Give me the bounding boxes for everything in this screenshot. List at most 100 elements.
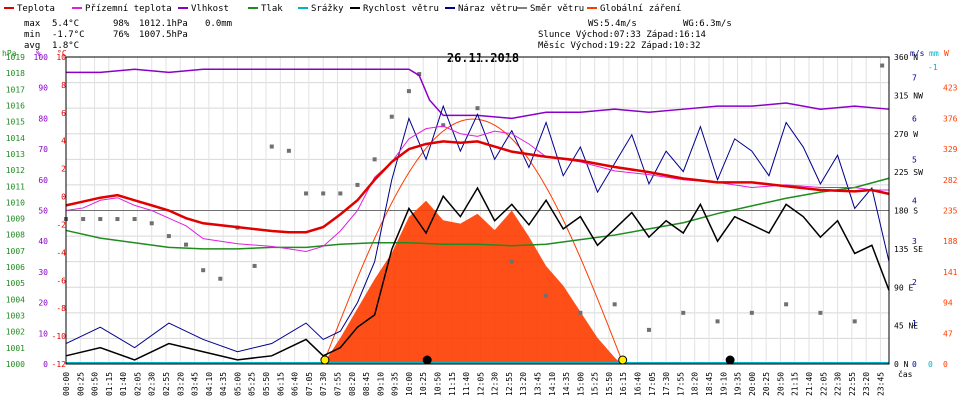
tick-dir: 315 NW	[894, 91, 923, 100]
tick-x: 09:35	[391, 372, 400, 396]
tick-x: 12:55	[505, 372, 514, 396]
legend: Teplota Přízemní teplota Vlhkost Tlak Srážky…	[4, 4, 681, 14]
tick-w: 235	[943, 207, 958, 216]
axis-unit-w: W	[944, 49, 949, 58]
tick-w: 188	[943, 237, 958, 246]
tick-x: 17:55	[676, 372, 685, 396]
tick-x: 02:55	[162, 372, 171, 396]
tick-w: 329	[943, 145, 958, 154]
tick-hpa: 1006	[6, 263, 25, 272]
tick-ms: 2	[912, 278, 917, 287]
tick-percent: 90	[38, 84, 48, 93]
wind-dir-point	[406, 89, 411, 94]
tick-x: 08:45	[362, 372, 371, 396]
series-pressure	[65, 177, 890, 250]
tick-hpa: 1007	[6, 247, 25, 256]
tick-hpa: 1000	[6, 360, 25, 369]
tick-ms: 5	[912, 155, 917, 164]
tick-w: 282	[943, 176, 958, 185]
stats-avg-temp: 1.8°C	[52, 41, 79, 51]
wind-dir-point	[269, 144, 274, 149]
tick-x: 07:30	[319, 372, 328, 396]
legend-item: Rychlost větru	[363, 4, 439, 14]
legend-item: Tlak	[261, 4, 283, 14]
sun-moon-markers	[320, 355, 735, 365]
tick-hpa: 1010	[6, 198, 25, 207]
stats-avg-label: avg	[24, 41, 40, 51]
tick-hpa: 1011	[6, 182, 25, 191]
tick-x: 01:40	[119, 372, 128, 396]
wind-dir-point	[201, 268, 206, 273]
tick-hpa: 1004	[6, 295, 25, 304]
tick-x: 15:50	[605, 372, 614, 396]
tick-ms: 3	[912, 237, 917, 246]
tick-x: 05:25	[248, 372, 257, 396]
moonrise-marker	[725, 355, 735, 365]
wind-dir-point	[417, 72, 422, 77]
legend-item: Náraz větru	[458, 4, 518, 14]
tick-x: 22:30	[834, 372, 843, 396]
legend-item: Vlhkost	[191, 4, 229, 14]
wind-dir-point	[218, 276, 223, 281]
tick-hpa: 1014	[6, 134, 25, 143]
stats-max-press: 1012.1hPa	[139, 19, 188, 29]
tick-x: 04:10	[205, 372, 214, 396]
series-humidity	[66, 68, 890, 120]
tick-celsius: 2	[61, 165, 66, 174]
wind-dir-point	[132, 217, 137, 222]
tick-x: 13:20	[519, 372, 528, 396]
tick-dir: 90 E	[894, 283, 913, 292]
stats-max-temp: 5.4°C	[52, 19, 79, 29]
legend-item: Teplota	[17, 4, 55, 14]
wind-dir-point	[355, 182, 360, 187]
tick-hpa: 1009	[6, 215, 25, 224]
tick-hpa: 1012	[6, 166, 25, 175]
legend-item: Globální záření	[600, 4, 681, 14]
tick-x: 03:20	[176, 372, 185, 396]
tick-dir: 135 SE	[894, 245, 923, 254]
tick-percent: 60	[38, 176, 48, 185]
wind-dir-point	[749, 310, 754, 315]
tick-celsius: 8	[61, 81, 66, 90]
stats-block: max 5.4°C 98% 1012.1hPa 0.0mm min -1.7°C…	[24, 19, 232, 51]
tick-mm: -1	[928, 63, 938, 72]
wind-dir-point	[475, 106, 480, 111]
wind-dir-point	[544, 293, 549, 298]
info-sun: Slunce Východ:07:33 Západ:16:14	[538, 30, 706, 40]
tick-percent: 30	[38, 268, 48, 277]
wind-dir-point	[115, 217, 120, 222]
wind-dir-point	[612, 302, 617, 307]
tick-mm: 0	[928, 360, 933, 369]
tick-hpa: 1003	[6, 312, 25, 321]
tick-x: 11:15	[448, 372, 457, 396]
tick-x: 20:00	[748, 372, 757, 396]
tick-celsius: -6	[56, 276, 66, 285]
tick-x: 06:40	[291, 372, 300, 396]
tick-x: 14:35	[562, 372, 571, 396]
tick-ms: 6	[912, 114, 917, 123]
tick-percent: 80	[38, 114, 48, 123]
tick-hpa: 1005	[6, 279, 25, 288]
tick-hpa: 1016	[6, 101, 25, 110]
tick-x: 04:35	[219, 372, 228, 396]
tick-x: 23:45	[876, 372, 885, 396]
tick-x: 07:55	[333, 372, 342, 396]
tick-x: 23:20	[862, 372, 871, 396]
tick-hpa: 1013	[6, 150, 25, 159]
solar-clear-sky	[322, 118, 626, 365]
stats-min-label: min	[24, 30, 40, 40]
wind-dir-point	[715, 319, 720, 324]
tick-x: 20:50	[776, 372, 785, 396]
tick-percent: 0	[43, 360, 48, 369]
legend-item: Směr větru	[530, 4, 584, 14]
tick-hpa: 1008	[6, 231, 25, 240]
wind-dir-point	[578, 310, 583, 315]
wind-dir-point	[818, 310, 823, 315]
legend-item: Srážky	[311, 4, 344, 14]
tick-percent: 20	[38, 299, 48, 308]
tick-percent: 70	[38, 145, 48, 154]
wind-dir-point	[784, 302, 789, 307]
tick-x: 09:10	[376, 372, 385, 396]
tick-x: 07:05	[305, 372, 314, 396]
tick-celsius: -4	[56, 248, 66, 257]
